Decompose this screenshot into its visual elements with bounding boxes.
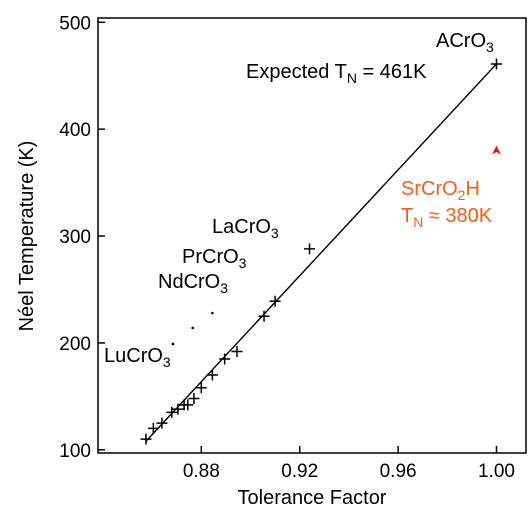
data-point-plus: [147, 422, 159, 434]
annotation-srcro2h: SrCrO2H: [401, 178, 480, 203]
annotation-ndcro3: NdCrO3: [158, 271, 228, 296]
data-point-plus: [490, 58, 502, 70]
annotation-lucro3: LuCrO3: [104, 345, 171, 370]
data-point-plus: [219, 353, 231, 365]
annotation-prcro3: PrCrO3: [182, 246, 247, 271]
annotation-srcro2h-tn: TN ≈ 380K: [401, 205, 493, 230]
y-tick-label: 500: [59, 13, 91, 34]
y-tick-label: 300: [59, 227, 91, 248]
data-point-plus: [188, 392, 200, 404]
data-point-plus: [156, 417, 168, 429]
y-tick-label: 100: [59, 441, 91, 462]
y-tick-label: 400: [59, 120, 91, 141]
annotation-lacro3: LaCrO3: [212, 216, 279, 241]
data-point-plus: [269, 295, 281, 307]
data-point-dot: [211, 311, 214, 315]
data-point-plus: [182, 399, 194, 411]
axis-tick-labels: 0.88 0.92 0.96 1.00 100 200 300 400 500: [59, 13, 515, 482]
data-points: [140, 58, 502, 445]
axis-ticks: [98, 21, 498, 453]
annotation-acro3: ACrO3: [436, 30, 494, 55]
data-point-dot: [191, 326, 195, 330]
data-point-plus: [166, 406, 178, 418]
x-tick-label: 0.96: [380, 461, 417, 482]
fit-line-group: [145, 63, 497, 442]
y-tick-label: 200: [59, 334, 91, 355]
data-point-dot: [171, 342, 175, 346]
plot-frame: [97, 17, 527, 454]
annotation-expected-tn: Expected TN = 461K: [246, 61, 427, 86]
x-tick-label: 0.88: [183, 461, 220, 482]
data-point-plus: [258, 310, 270, 322]
data-point-plus: [206, 369, 218, 381]
data-point-plus: [304, 243, 316, 255]
y-axis-title: Néel Temperature (K): [16, 141, 38, 332]
data-point-plus: [231, 345, 243, 357]
data-point-triangle: [491, 145, 501, 155]
x-tick-label: 0.92: [281, 461, 318, 482]
data-point-plus: [195, 382, 207, 394]
x-axis-title: Tolerance Factor: [238, 487, 387, 509]
fit-line: [145, 63, 497, 442]
x-tick-label: 1.00: [478, 461, 515, 482]
data-point-plus: [140, 433, 152, 445]
data-point-plus: [172, 403, 184, 415]
